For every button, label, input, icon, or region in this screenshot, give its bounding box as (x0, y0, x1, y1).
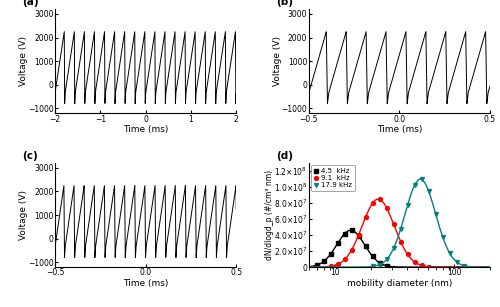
Y-axis label: dN/dlogd_p (#/cm³ nm): dN/dlogd_p (#/cm³ nm) (265, 170, 274, 260)
9.1  kHz (362, 215, 368, 219)
9.1  kHz (348, 248, 354, 252)
17.9 kHz (404, 203, 410, 207)
4.5  kHz (384, 264, 390, 268)
Line: 17.9 kHz: 17.9 kHz (370, 177, 466, 268)
9.1  kHz (334, 262, 340, 266)
9.1  kHz (390, 223, 396, 226)
4.5  kHz (334, 241, 340, 245)
X-axis label: Time (ms): Time (ms) (123, 125, 168, 134)
X-axis label: mobility diameter (nm): mobility diameter (nm) (346, 279, 452, 288)
9.1  kHz (356, 233, 362, 237)
4.5  kHz (328, 252, 334, 256)
Legend: 4.5  kHz, 9.1  kHz, 17.9 kHz: 4.5 kHz, 9.1 kHz, 17.9 kHz (311, 165, 355, 191)
17.9 kHz (398, 227, 404, 231)
Line: 4.5  kHz: 4.5 kHz (315, 228, 388, 268)
17.9 kHz (370, 265, 376, 268)
4.5  kHz (356, 234, 362, 238)
9.1  kHz (342, 258, 347, 261)
Y-axis label: Voltage (V): Voltage (V) (19, 36, 28, 86)
17.9 kHz (376, 263, 382, 266)
9.1  kHz (384, 206, 390, 210)
Line: 9.1  kHz: 9.1 kHz (329, 197, 430, 269)
4.5  kHz (348, 228, 354, 232)
9.1  kHz (398, 240, 404, 243)
17.9 kHz (440, 235, 446, 239)
9.1  kHz (412, 260, 418, 264)
Text: (a): (a) (22, 0, 39, 7)
Text: (b): (b) (276, 0, 293, 7)
Text: (d): (d) (276, 151, 293, 161)
4.5  kHz (376, 261, 382, 265)
17.9 kHz (460, 264, 466, 267)
4.5  kHz (314, 263, 320, 267)
17.9 kHz (384, 258, 390, 261)
17.9 kHz (418, 177, 424, 181)
17.9 kHz (390, 246, 396, 250)
9.1  kHz (370, 201, 376, 205)
Text: (c): (c) (22, 151, 38, 161)
17.9 kHz (412, 183, 418, 187)
17.9 kHz (432, 212, 438, 216)
4.5  kHz (320, 259, 326, 263)
X-axis label: Time (ms): Time (ms) (376, 125, 422, 134)
X-axis label: Time (ms): Time (ms) (123, 279, 168, 288)
9.1  kHz (328, 264, 334, 268)
4.5  kHz (362, 245, 368, 248)
17.9 kHz (446, 251, 452, 255)
Y-axis label: Voltage (V): Voltage (V) (19, 190, 28, 240)
17.9 kHz (426, 189, 432, 193)
9.1  kHz (376, 197, 382, 201)
9.1  kHz (426, 265, 432, 268)
Y-axis label: Voltage (V): Voltage (V) (272, 36, 281, 86)
17.9 kHz (454, 260, 460, 264)
9.1  kHz (404, 253, 410, 256)
4.5  kHz (342, 232, 347, 235)
9.1  kHz (418, 263, 424, 267)
4.5  kHz (370, 255, 376, 258)
